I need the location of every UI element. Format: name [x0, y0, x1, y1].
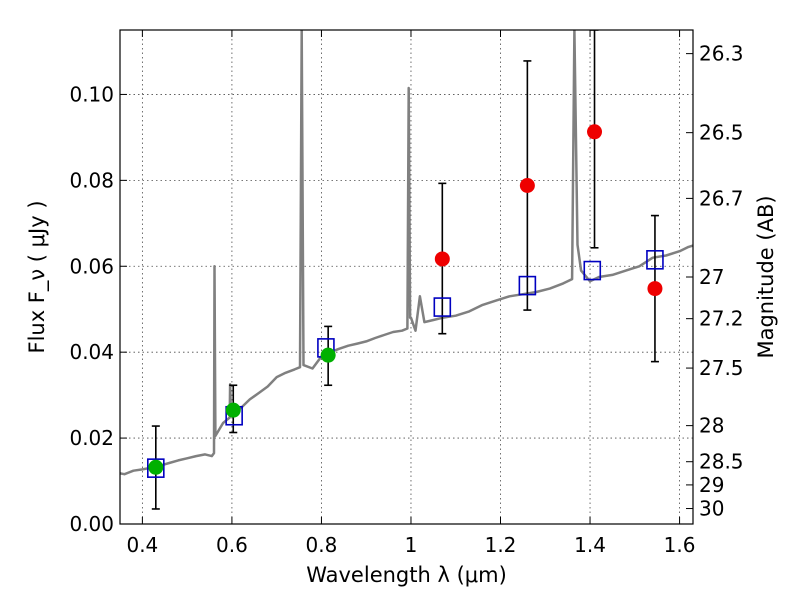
red-data-point	[647, 281, 663, 297]
magnitude-tick-label: 26.7	[699, 186, 744, 210]
model-photometry-square	[518, 275, 537, 296]
x-tick-label: 1.4	[574, 533, 606, 557]
magnitude-tick-label: 30	[699, 497, 724, 521]
red-data-point	[587, 124, 603, 140]
y-tick-label: 0.10	[69, 82, 114, 106]
x-axis-title: Wavelength λ (μm)	[306, 563, 507, 587]
model-photometry-square	[147, 458, 165, 478]
spectrum-line	[120, 30, 693, 476]
x-tick-label: 1.2	[485, 533, 517, 557]
y-tick-label: 0.04	[69, 340, 114, 364]
model-photometry-layer	[147, 250, 664, 478]
x-tick-label: 1.6	[664, 533, 696, 557]
green-data-point	[320, 347, 336, 363]
x-tick-label: 0.4	[126, 533, 158, 557]
magnitude-tick-label: 27.2	[699, 307, 744, 331]
model-photometry-square	[433, 297, 452, 317]
magnitude-tick-label: 27.5	[699, 356, 744, 380]
magnitude-tick-label: 29	[699, 473, 724, 497]
y-tick-label: 0.02	[69, 426, 114, 450]
green-data-point	[148, 459, 164, 475]
model-photometry-square	[583, 260, 602, 281]
y-tick-label: 0.00	[69, 512, 114, 536]
red-data-point	[519, 178, 535, 194]
y-tick-label: 0.06	[69, 254, 114, 278]
magnitude-tick-label: 28	[699, 414, 724, 438]
errorbar-layer	[151, 30, 659, 510]
magnitude-tick-label: 26.3	[699, 42, 744, 66]
red-data-point	[434, 251, 450, 267]
y-tick-label: 0.08	[69, 168, 114, 192]
model-photometry-square	[646, 250, 664, 270]
x-tick-label: 1	[405, 533, 418, 557]
tick-layer: 0.4 0.6 0.8 1 1.2 1.4 1.6 0.00 0.02 0.04 0.06 0.08 0…	[69, 30, 744, 557]
x-tick-label: 0.8	[306, 533, 338, 557]
magnitude-tick-label: 28.5	[699, 450, 744, 474]
x-tick-label: 0.6	[216, 533, 248, 557]
magnitude-tick-label: 27	[699, 265, 724, 289]
observed-points-layer	[148, 124, 663, 475]
magnitude-tick-label: 26.5	[699, 121, 744, 145]
right-axis-title: Magnitude (AB)	[754, 195, 778, 358]
green-data-point	[225, 402, 241, 418]
y-axis-title: Flux F_ν ( μJy )	[25, 200, 50, 353]
spectrum-layer	[120, 30, 693, 476]
